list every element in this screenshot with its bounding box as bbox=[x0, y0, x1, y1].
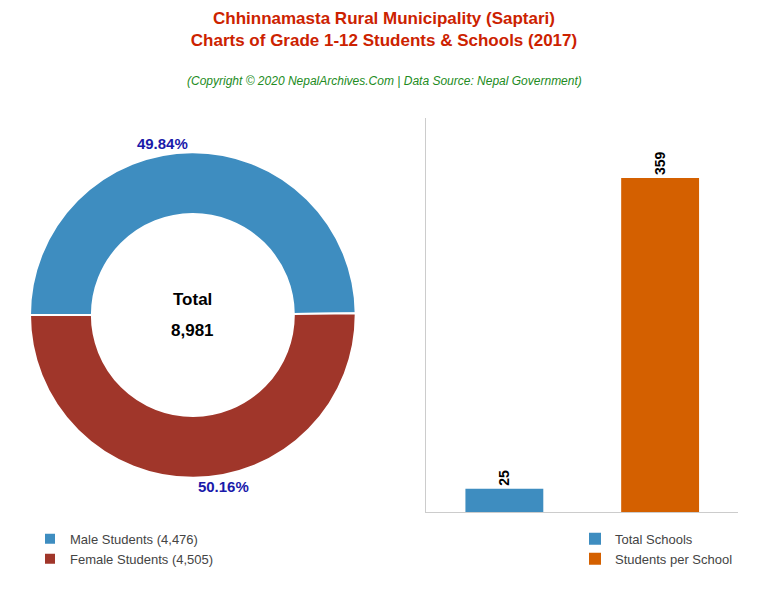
svg-text:8,981: 8,981 bbox=[171, 321, 214, 340]
svg-text:Chhinnamasta Rural Municipalit: Chhinnamasta Rural Municipality (Saptari… bbox=[191, 9, 577, 50]
svg-text:50.16%: 50.16% bbox=[198, 478, 249, 495]
svg-text:Total: Total bbox=[173, 290, 212, 309]
svg-text:359: 359 bbox=[652, 152, 668, 176]
svg-text:Female Students (4,505): Female Students (4,505) bbox=[70, 552, 213, 567]
svg-text:(Copyright © 2020 NepalArchive: (Copyright © 2020 NepalArchives.Com | Da… bbox=[187, 74, 582, 88]
svg-text:Male Students (4,476): Male Students (4,476) bbox=[70, 532, 198, 547]
svg-text:Students per School: Students per School bbox=[615, 552, 732, 567]
svg-text:Total Schools: Total Schools bbox=[615, 532, 693, 547]
svg-text:49.84%: 49.84% bbox=[137, 135, 188, 152]
svg-text:25: 25 bbox=[496, 470, 512, 486]
